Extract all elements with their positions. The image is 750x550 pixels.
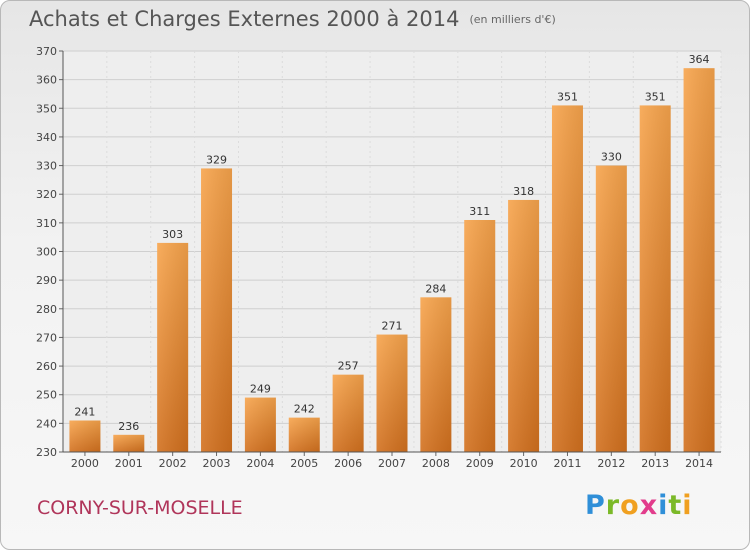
bar-shade xyxy=(157,242,189,452)
x-tick-label: 2010 xyxy=(510,457,538,470)
bar-shade xyxy=(420,297,452,452)
y-tick-label: 360 xyxy=(36,74,57,87)
y-tick-label: 250 xyxy=(36,389,57,402)
bar-shade xyxy=(595,165,627,453)
bar-shade xyxy=(69,420,101,452)
town-name: CORNY-SUR-MOSELLE xyxy=(37,497,243,519)
x-tick-label: 2012 xyxy=(597,457,625,470)
bar-shade xyxy=(683,68,715,452)
chart-subtitle: (en milliers d'€) xyxy=(469,13,556,26)
bar-shade xyxy=(508,199,540,452)
x-tick-label: 2005 xyxy=(290,457,318,470)
value-label: 330 xyxy=(601,151,622,164)
value-label: 236 xyxy=(118,420,139,433)
axis-layer: 230 240 250 260 270 280 290 300 310 320 330 340 350 3… xyxy=(36,45,721,470)
x-tick-label: 2000 xyxy=(71,457,99,470)
x-tick-label: 2006 xyxy=(334,457,362,470)
bars-layer xyxy=(69,68,715,453)
value-label: 311 xyxy=(469,205,490,218)
logo-letter: i xyxy=(658,490,669,521)
y-tick-label: 310 xyxy=(36,217,57,230)
proxiti-logo: Proxiti xyxy=(585,490,693,521)
x-tick-label: 2001 xyxy=(115,457,143,470)
value-label: 249 xyxy=(250,383,271,396)
bar-shade xyxy=(113,434,145,452)
x-tick-label: 2009 xyxy=(466,457,494,470)
y-tick-label: 340 xyxy=(36,131,57,144)
bar-shade xyxy=(464,219,496,452)
y-tick-label: 240 xyxy=(36,417,57,430)
value-label: 242 xyxy=(294,403,315,416)
title-row: Achats et Charges Externes 2000 à 2014 (e… xyxy=(29,7,556,31)
chart-title: Achats et Charges Externes 2000 à 2014 xyxy=(29,7,460,31)
bar-shade xyxy=(244,397,276,452)
y-tick-label: 370 xyxy=(36,45,57,58)
x-tick-label: 2008 xyxy=(422,457,450,470)
x-tick-label: 2004 xyxy=(246,457,274,470)
value-label: 318 xyxy=(513,185,534,198)
y-tick-label: 350 xyxy=(36,102,57,115)
y-tick-label: 270 xyxy=(36,331,57,344)
logo-letter: x xyxy=(639,490,659,521)
y-tick-label: 300 xyxy=(36,246,57,259)
x-tick-label: 2014 xyxy=(685,457,713,470)
logo-letter: P xyxy=(585,490,606,521)
y-tick-label: 320 xyxy=(36,188,57,201)
value-label: 257 xyxy=(338,360,359,373)
y-tick-label: 280 xyxy=(36,303,57,316)
value-label: 284 xyxy=(425,282,446,295)
x-tick-label: 2007 xyxy=(378,457,406,470)
value-label: 271 xyxy=(382,320,403,333)
bar-shade xyxy=(332,374,364,452)
value-label: 303 xyxy=(162,228,183,241)
y-tick-label: 330 xyxy=(36,160,57,173)
y-tick-label: 290 xyxy=(36,274,57,287)
bar-shade xyxy=(288,417,320,452)
value-label: 351 xyxy=(557,90,578,103)
x-tick-label: 2013 xyxy=(641,457,669,470)
x-tick-label: 2002 xyxy=(159,457,187,470)
logo-letter: i xyxy=(682,490,693,521)
logo-letter: t xyxy=(668,490,683,521)
logo-letter: r xyxy=(605,490,621,521)
value-label: 329 xyxy=(206,153,227,166)
y-tick-label: 260 xyxy=(36,360,57,373)
bar-shade xyxy=(376,334,408,452)
x-tick-label: 2003 xyxy=(203,457,231,470)
bar-shade xyxy=(201,168,233,452)
bar-shade xyxy=(639,105,671,453)
value-label: 241 xyxy=(74,405,95,418)
value-label: 364 xyxy=(689,53,710,66)
value-label: 351 xyxy=(645,90,666,103)
x-tick-label: 2011 xyxy=(553,457,581,470)
y-tick-label: 230 xyxy=(36,446,57,459)
labels-layer: 241 236 303 329 249 242 257 271 284 311 318 351 330 3… xyxy=(74,53,709,433)
logo-letter: o xyxy=(620,490,640,521)
bar-shade xyxy=(551,105,583,453)
